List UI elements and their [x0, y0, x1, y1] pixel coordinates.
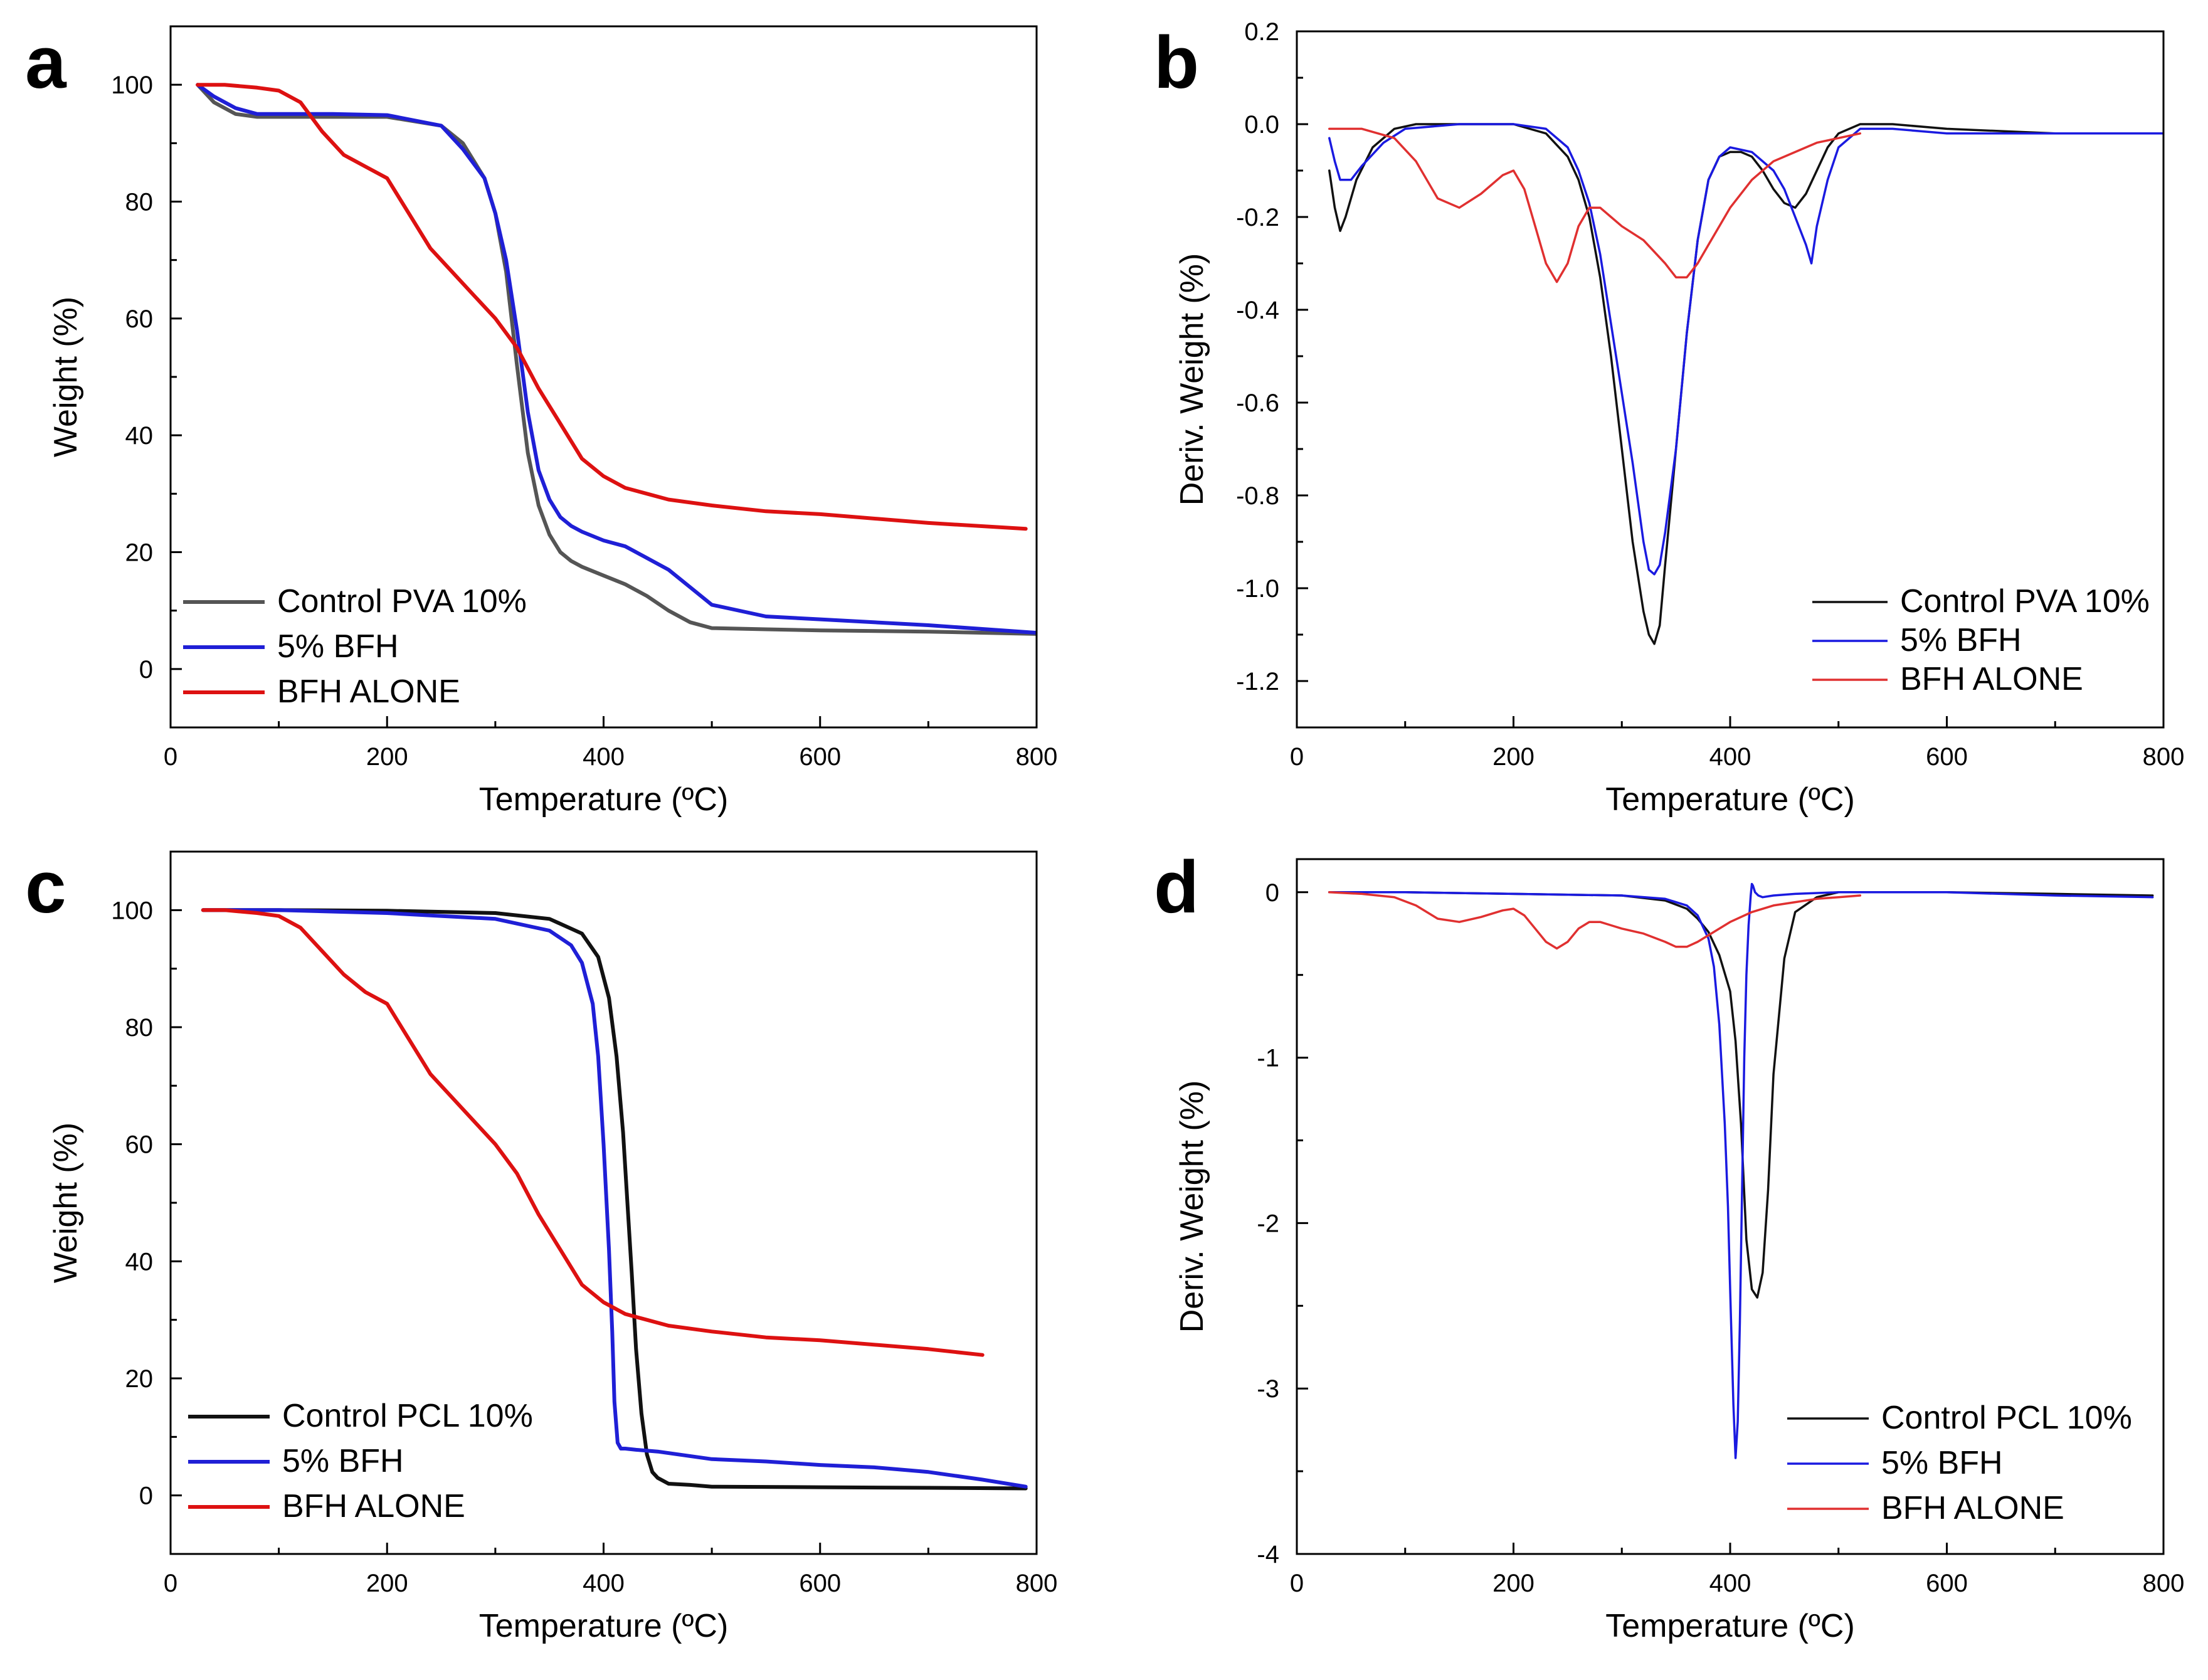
y-tick-label-c: 60: [125, 1131, 154, 1159]
y-tick-label-b: 0.2: [1244, 18, 1279, 46]
x-tick-label-c: 0: [164, 1570, 177, 1597]
y-tick-label-c: 80: [125, 1014, 154, 1042]
legend-a: Control PVA 10% 5% BFH BFH ALONE: [183, 583, 527, 710]
x-tick-label-c: 200: [366, 1570, 408, 1597]
legend-label-d-2: BFH ALONE: [1881, 1490, 2064, 1526]
panel-letter-a: a: [25, 21, 67, 104]
y-tick-label-b: -1.0: [1236, 575, 1279, 603]
y-tick-label-d: 0: [1265, 879, 1279, 907]
x-tick-label-d: 600: [1926, 1570, 1968, 1597]
y-tick-label-b: 0.0: [1244, 111, 1279, 139]
legend-label-d-0: Control PCL 10%: [1881, 1400, 2132, 1436]
legend-label-b-1: 5% BFH: [1900, 622, 2022, 658]
x-tick-label-b: 400: [1709, 743, 1751, 771]
series-line-b-0: [1328, 123, 2163, 645]
series-line-d-1: [1328, 882, 2154, 1459]
x-tick-label-c: 800: [1016, 1570, 1058, 1597]
plot-frame-d: [1296, 858, 2165, 1555]
x-tick-label-d: 800: [2143, 1570, 2185, 1597]
series-line-b-1: [1328, 123, 2163, 576]
series-line-c-1: [201, 908, 1028, 1489]
x-tick-label-a: 200: [366, 743, 408, 771]
x-tick-label-d: 400: [1709, 1570, 1751, 1597]
legend-label-b-2: BFH ALONE: [1900, 661, 2083, 697]
y-tick-label-c: 40: [125, 1248, 154, 1276]
x-tick-label-b: 0: [1290, 743, 1304, 771]
series-line-b-2: [1328, 127, 1862, 283]
x-axis-label-c: Temperature (ºC): [479, 1608, 729, 1644]
y-axis-label-b: Deriv. Weight (%): [1174, 253, 1210, 506]
x-tick-label-b: 200: [1492, 743, 1535, 771]
x-tick-label-c: 400: [583, 1570, 625, 1597]
plot-frame-b: [1296, 30, 2165, 729]
y-tick-label-c: 100: [111, 897, 153, 924]
panel-d: d 0 200 400 600 800 0 -1 -2 -3 -4 Temperature (ºC) D…: [1154, 846, 2184, 1644]
y-tick-label-b: -0.2: [1236, 204, 1279, 231]
y-tick-label-a: 100: [111, 71, 153, 99]
legend-label-c-1: 5% BFH: [282, 1443, 404, 1479]
y-tick-label-a: 0: [139, 656, 153, 684]
legend-c: Control PCL 10% 5% BFH BFH ALONE: [188, 1398, 533, 1524]
panel-letter-d: d: [1154, 846, 1199, 929]
x-tick-label-d: 0: [1290, 1570, 1304, 1597]
y-tick-label-a: 20: [125, 539, 154, 567]
y-tick-label-c: 0: [139, 1482, 153, 1510]
series-line-d-0: [1328, 891, 2154, 1299]
x-tick-label-a: 600: [799, 743, 841, 771]
y-tick-label-a: 60: [125, 305, 154, 333]
x-axis-label-a: Temperature (ºC): [479, 781, 729, 818]
y-tick-label-d: -2: [1257, 1210, 1279, 1237]
x-axis-label-b: Temperature (ºC): [1605, 781, 1855, 818]
y-axis-label-a: Weight (%): [48, 297, 84, 457]
series-line-d-2: [1328, 891, 1862, 950]
series-line-c-2: [201, 908, 985, 1357]
legend-label-d-1: 5% BFH: [1881, 1445, 2003, 1481]
y-axis-label-d: Deriv. Weight (%): [1174, 1080, 1210, 1333]
panel-b: b 0 200 400 600 800 0.2 0.0 -0.2 -0.4 -0.6 -0.8 -1.0…: [1154, 18, 2184, 818]
x-tick-label-d: 200: [1492, 1570, 1535, 1597]
y-tick-label-a: 40: [125, 422, 154, 450]
panel-c: c 0 200 400 600 800 0 20 40 60 80 100 Temperature (º…: [25, 846, 1057, 1644]
y-tick-label-a: 80: [125, 189, 154, 216]
x-tick-label-a: 0: [164, 743, 177, 771]
y-tick-label-b: -0.6: [1236, 389, 1279, 417]
x-tick-label-b: 800: [2143, 743, 2185, 771]
panel-letter-c: c: [25, 846, 66, 929]
series-line-a-2: [196, 83, 1028, 531]
series-line-c-0: [201, 908, 1028, 1491]
y-axis-label-c: Weight (%): [48, 1123, 84, 1283]
y-tick-label-d: -1: [1257, 1045, 1279, 1072]
panel-letter-b: b: [1154, 21, 1199, 104]
legend-label-a-2: BFH ALONE: [277, 674, 460, 710]
legend-d: Control PCL 10% 5% BFH BFH ALONE: [1787, 1400, 2132, 1526]
y-tick-label-b: -0.4: [1236, 297, 1279, 324]
y-tick-label-c: 20: [125, 1365, 154, 1393]
series-line-a-1: [196, 83, 1037, 635]
y-tick-label-d: -3: [1257, 1375, 1279, 1403]
y-tick-label-b: -1.2: [1236, 668, 1279, 695]
legend-label-c-2: BFH ALONE: [282, 1488, 465, 1524]
legend-label-a-1: 5% BFH: [277, 628, 399, 665]
x-tick-label-a: 800: [1016, 743, 1058, 771]
y-tick-label-d: -4: [1257, 1541, 1279, 1568]
y-tick-label-b: -0.8: [1236, 482, 1279, 510]
x-tick-label-c: 600: [799, 1570, 841, 1597]
series-line-a-0: [196, 83, 1037, 636]
legend-label-c-0: Control PCL 10%: [282, 1398, 533, 1434]
x-axis-label-d: Temperature (ºC): [1605, 1608, 1855, 1644]
x-tick-label-b: 600: [1926, 743, 1968, 771]
panel-a: a 0 200 400 600 800 0 20 40 60 80 100 Temperature (º…: [25, 21, 1057, 818]
x-tick-label-a: 400: [583, 743, 625, 771]
legend-label-b-0: Control PVA 10%: [1900, 583, 2150, 620]
legend-label-a-0: Control PVA 10%: [277, 583, 527, 620]
